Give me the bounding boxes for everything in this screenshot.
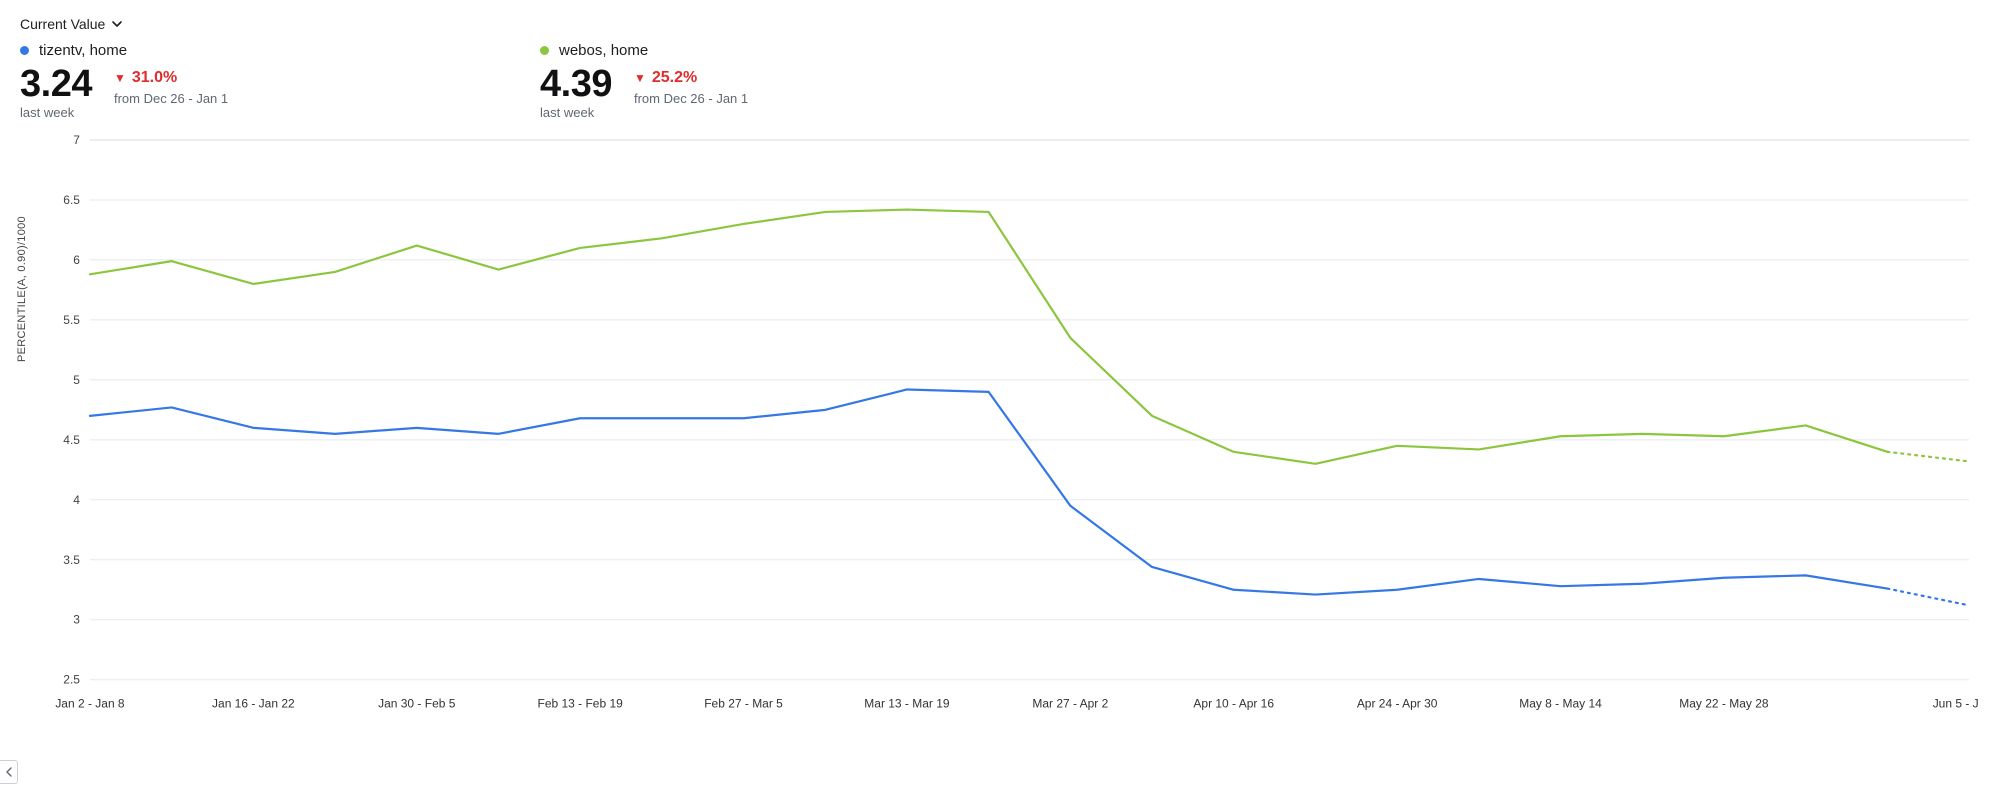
- metric-delta-sub: from Dec 26 - Jan 1: [634, 91, 748, 106]
- x-tick-label: Mar 13 - Mar 19: [864, 697, 950, 711]
- series-line: [90, 389, 1887, 594]
- series-line: [90, 210, 1887, 464]
- metric-series-name: tizentv, home: [39, 42, 127, 59]
- metric-title: webos, home: [540, 42, 1060, 59]
- x-tick-label: Jun 5 - Jun ...: [1933, 697, 1979, 711]
- x-tick-label: May 22 - May 28: [1679, 697, 1769, 711]
- dropdown-label: Current Value: [20, 16, 105, 32]
- x-tick-label: Feb 13 - Feb 19: [538, 697, 624, 711]
- y-tick-label: 2.5: [63, 673, 80, 687]
- x-tick-label: May 8 - May 14: [1519, 697, 1602, 711]
- legend-dot-icon: [20, 46, 29, 55]
- chevron-down-icon: [111, 18, 123, 30]
- x-tick-label: Feb 27 - Mar 5: [704, 697, 783, 711]
- x-tick-label: Jan 16 - Jan 22: [212, 697, 295, 711]
- metrics-summary: tizentv, home 3.24 last week ▼ 31.0% fro…: [20, 42, 1979, 120]
- metric-delta-pct: 31.0%: [132, 69, 177, 87]
- y-tick-label: 5: [73, 373, 80, 387]
- y-tick-label: 3.5: [63, 553, 80, 567]
- line-chart[interactable]: 2.5 3 3.5 4 4.5 5 5.5 6 6.5 7 Jan 2 - Jan 8 Jan 16 …: [20, 130, 1979, 740]
- legend-dot-icon: [540, 46, 549, 55]
- metric-delta-pct: 25.2%: [652, 69, 697, 87]
- y-tick-label: 5.5: [63, 313, 80, 327]
- metric-delta: ▼ 25.2%: [634, 69, 748, 87]
- y-tick-label: 3: [73, 613, 80, 627]
- metric-block: tizentv, home 3.24 last week ▼ 31.0% fro…: [20, 42, 540, 120]
- x-tick-label: Jan 2 - Jan 8: [55, 697, 125, 711]
- x-tick-label: Apr 24 - Apr 30: [1357, 697, 1438, 711]
- y-tick-label: 6.5: [63, 193, 80, 207]
- expand-sidebar-button[interactable]: [0, 760, 18, 784]
- metric-block: webos, home 4.39 last week ▼ 25.2% from …: [540, 42, 1060, 120]
- metric-series-name: webos, home: [559, 42, 648, 59]
- metric-value-sub: last week: [540, 105, 612, 120]
- down-arrow-icon: ▼: [634, 71, 646, 85]
- metric-delta-sub: from Dec 26 - Jan 1: [114, 91, 228, 106]
- x-tick-label: Jan 30 - Feb 5: [378, 697, 456, 711]
- metric-value-sub: last week: [20, 105, 92, 120]
- series-line-forecast: [1887, 452, 1969, 462]
- metric-value: 4.39: [540, 65, 612, 103]
- metric-value: 3.24: [20, 65, 92, 103]
- series-line-forecast: [1887, 589, 1969, 606]
- metric-title: tizentv, home: [20, 42, 540, 59]
- down-arrow-icon: ▼: [114, 71, 126, 85]
- y-axis-title: PERCENTILE(A, 0.90)/1000: [16, 216, 28, 362]
- metric-dropdown[interactable]: Current Value: [20, 12, 123, 36]
- y-tick-label: 4.5: [63, 433, 80, 447]
- y-tick-label: 6: [73, 253, 80, 267]
- y-tick-label: 7: [73, 133, 80, 147]
- chart-container: PERCENTILE(A, 0.90)/1000 2.533.544.555.5…: [20, 130, 1979, 740]
- x-tick-label: Apr 10 - Apr 16: [1193, 697, 1274, 711]
- metric-delta: ▼ 31.0%: [114, 69, 228, 87]
- x-tick-label: Mar 27 - Apr 2: [1032, 697, 1108, 711]
- chevron-left-icon: [4, 767, 14, 777]
- y-tick-label: 4: [73, 493, 80, 507]
